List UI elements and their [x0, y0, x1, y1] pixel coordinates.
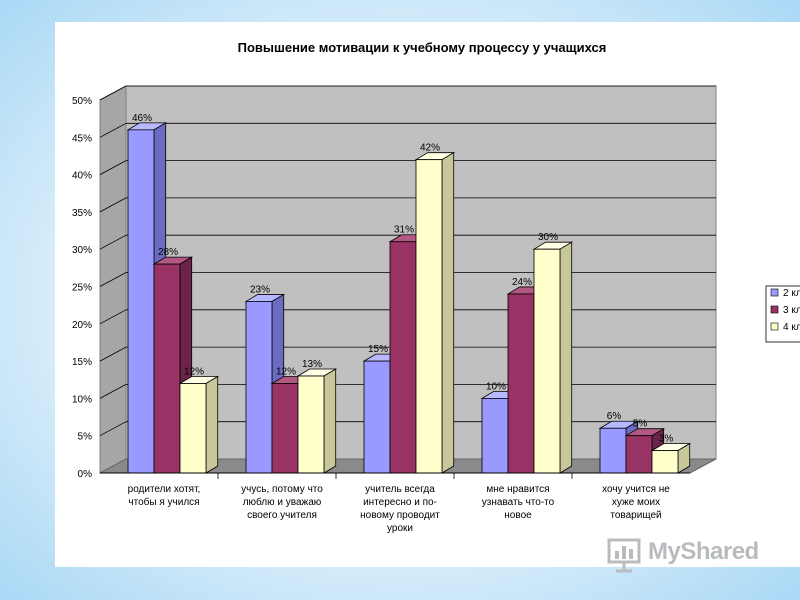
category-label: учусь, потому что [241, 484, 323, 495]
gridline-side [99, 197, 127, 213]
data-label: 15% [368, 344, 388, 355]
category-label: мне нравится [486, 484, 549, 495]
data-label: 42% [420, 143, 440, 154]
chart-title: Повышение мотивации к учебному процессу … [238, 40, 607, 55]
bar [271, 383, 299, 474]
data-label: 24% [512, 277, 532, 288]
category-label: товарищей [610, 510, 661, 521]
gridline-side [99, 384, 127, 399]
watermark-logo: MyShared [606, 534, 776, 574]
bar [415, 159, 443, 474]
category-label: узнавать что-то [482, 497, 555, 508]
y-tick-label: 0% [78, 469, 93, 480]
y-tick-label: 25% [72, 283, 92, 294]
gridline-side [99, 421, 127, 437]
data-label: 12% [184, 366, 204, 377]
bar-side [441, 151, 455, 474]
bar [363, 360, 391, 474]
y-tick-label: 5% [78, 432, 93, 443]
category-label: новое [504, 510, 532, 521]
bar [599, 427, 627, 474]
data-label: 30% [538, 232, 558, 243]
data-label: 6% [607, 411, 622, 422]
legend-swatch [770, 305, 779, 314]
legend-label: 4 кл [783, 322, 800, 333]
y-tick-label: 20% [72, 320, 92, 331]
bar [245, 301, 273, 474]
bar-side [559, 241, 573, 474]
legend-box [765, 285, 800, 343]
legend-swatch [770, 322, 779, 331]
data-label: 31% [394, 225, 414, 236]
data-label: 3% [659, 434, 674, 445]
bar [153, 263, 181, 474]
y-tick-label: 40% [72, 171, 92, 182]
data-label: 12% [276, 366, 296, 377]
legend-label: 2 кл [783, 288, 800, 299]
gridline-side [99, 85, 127, 101]
gridline-side [99, 272, 127, 287]
category-label: учитель всегда [365, 484, 435, 495]
category-label: люблю и уважаю [243, 496, 322, 508]
legend-swatch [770, 288, 779, 297]
legend-label: 3 кл [783, 305, 800, 316]
bar [297, 375, 325, 474]
data-label: 28% [158, 247, 178, 258]
category-label: интересно и по- [363, 497, 437, 508]
gridline-side [99, 346, 127, 362]
data-label: 23% [250, 284, 270, 295]
y-tick-label: 50% [72, 96, 92, 107]
bar [389, 241, 417, 474]
plot-area: 0% 5% 10% 15% 20% 25% 30% 35% 40% 45% 50% 46% 28% 12%… [72, 85, 717, 534]
watermark-text: MyShared [648, 538, 759, 565]
bar [507, 293, 535, 474]
y-tick-label: 30% [72, 245, 92, 256]
gridline-side [99, 160, 127, 175]
category-label: уроки [387, 523, 413, 534]
category-label: своего учителя [247, 510, 317, 521]
presentation-board-icon [607, 538, 641, 573]
category-label: чтобы я учился [128, 496, 199, 508]
bar [127, 129, 155, 474]
bar-side [323, 368, 337, 474]
y-tick-label: 35% [72, 208, 92, 219]
bar [179, 383, 207, 474]
gridline-side [99, 122, 127, 138]
data-label: 46% [132, 113, 152, 124]
legend: 2 кл 3 кл 4 кл [765, 285, 800, 343]
gridline-side [99, 234, 127, 250]
data-label: 13% [302, 359, 322, 370]
category-label: новому проводит [360, 510, 440, 521]
data-label: 5% [633, 419, 648, 430]
data-label: 10% [486, 381, 506, 392]
bar-side [205, 375, 219, 474]
category-label: хуже моих [612, 497, 660, 508]
bar [481, 397, 509, 474]
gridline-side [99, 309, 127, 325]
y-tick-label: 45% [72, 133, 92, 144]
y-tick-label: 10% [72, 394, 92, 405]
category-label: родители хотят, [128, 484, 201, 495]
category-label: хочу учится не [602, 484, 670, 495]
bar [625, 435, 653, 474]
y-tick-label: 15% [72, 357, 92, 368]
bar [651, 450, 679, 474]
bar [533, 248, 561, 474]
